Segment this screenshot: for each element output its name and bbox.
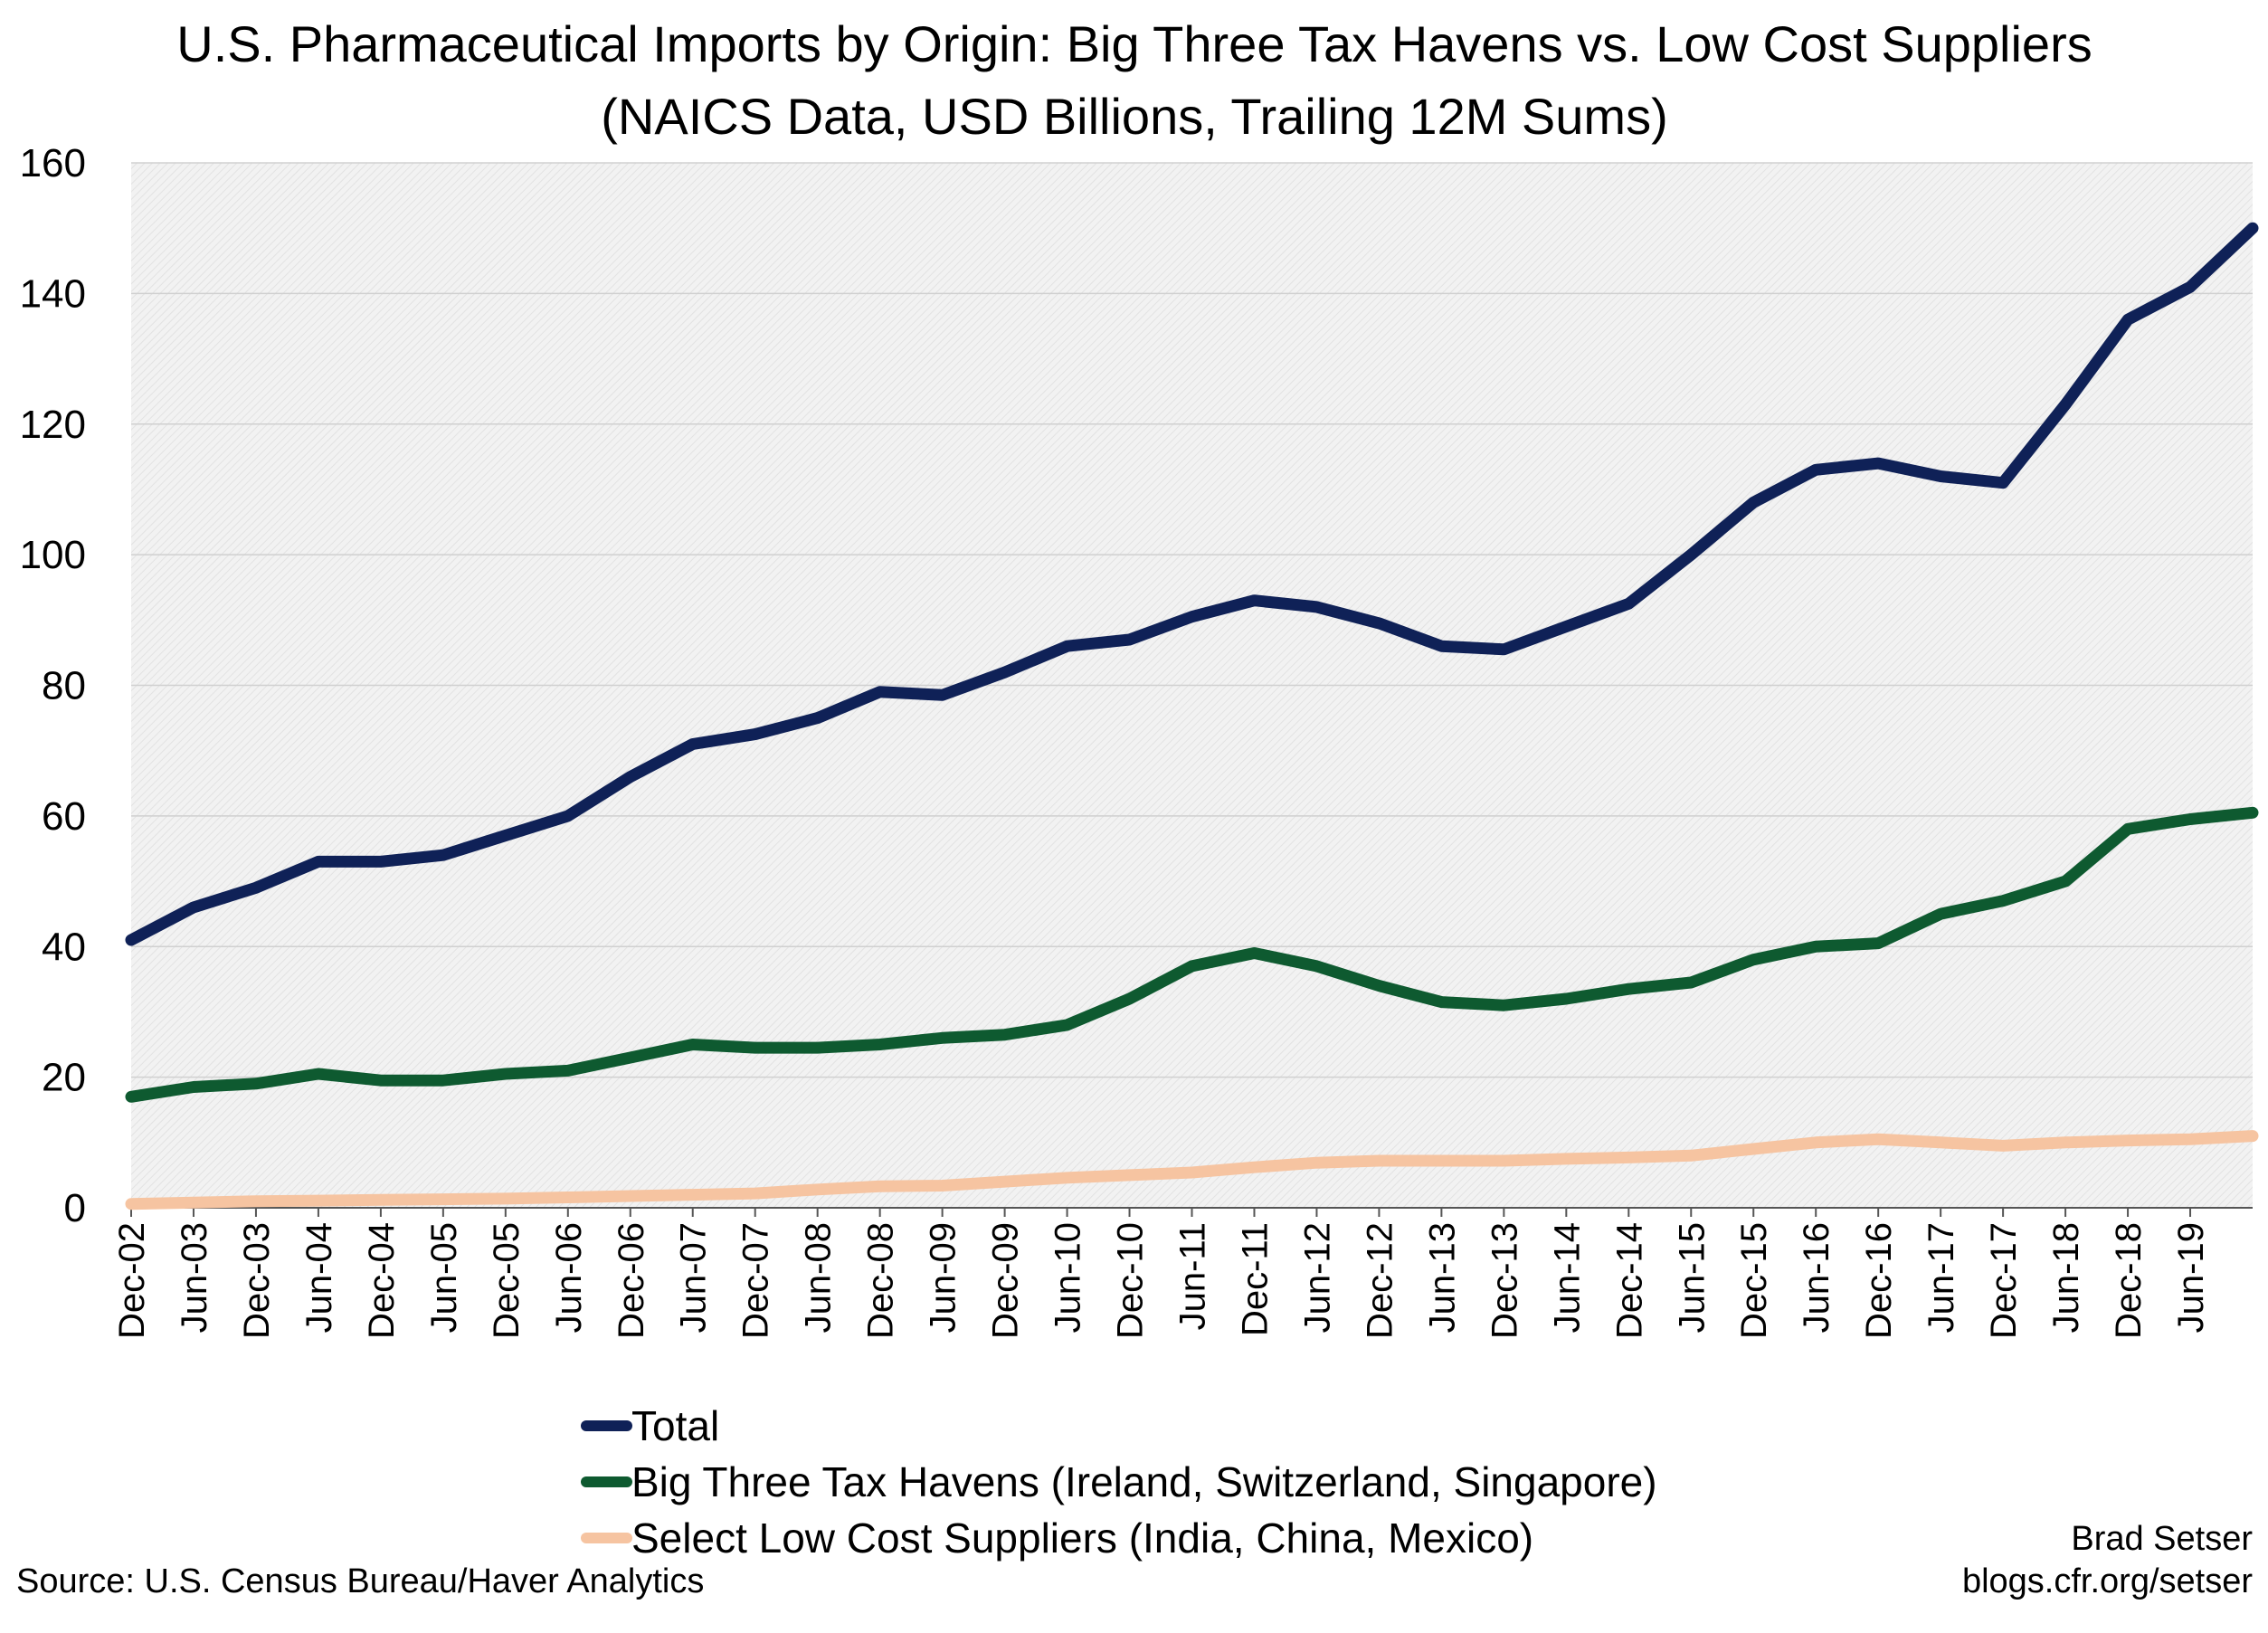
source-note: Source: U.S. Census Bureau/Haver Analyti… bbox=[16, 1562, 704, 1600]
x-tick-label: Jun-15 bbox=[1672, 1222, 1712, 1333]
x-tick-label: Dec-16 bbox=[1859, 1222, 1899, 1339]
site-credit: blogs.cfr.org/setser bbox=[1962, 1562, 2253, 1600]
x-tick-label: Dec-09 bbox=[986, 1222, 1026, 1339]
x-tick-label: Dec-17 bbox=[1984, 1222, 2024, 1339]
x-tick-label: Jun-12 bbox=[1297, 1222, 1337, 1333]
x-tick-label: Jun-03 bbox=[175, 1222, 214, 1333]
x-tick-label: Dec-03 bbox=[237, 1222, 277, 1339]
author-credit: Brad Setser bbox=[2071, 1520, 2253, 1558]
series-line-2 bbox=[125, 806, 2259, 1103]
x-tick-label: Dec-04 bbox=[362, 1222, 402, 1339]
y-tick-label: 100 bbox=[20, 533, 86, 577]
x-tick-label: Jun-07 bbox=[674, 1222, 714, 1333]
x-tick-label: Jun-17 bbox=[1922, 1222, 1961, 1333]
x-tick-label: Jun-05 bbox=[424, 1222, 464, 1333]
y-tick-label: 60 bbox=[42, 794, 86, 839]
y-tick-label: 0 bbox=[64, 1186, 86, 1230]
x-tick-label: Jun-06 bbox=[549, 1222, 589, 1333]
legend-label: Total bbox=[631, 1402, 719, 1449]
x-tick-label: Dec-12 bbox=[1360, 1222, 1400, 1339]
legend: Total Big Three Tax Havens (Ireland, Swit… bbox=[581, 1402, 1657, 1562]
x-tick-label: Dec-10 bbox=[1111, 1222, 1151, 1339]
x-tick-label: Jun-16 bbox=[1797, 1222, 1836, 1333]
y-axis: 0 20 40 60 80 100 120 140 160 bbox=[20, 141, 86, 1230]
x-tick-label: Jun-13 bbox=[1422, 1222, 1462, 1333]
x-tick-label: Dec-14 bbox=[1609, 1222, 1649, 1339]
x-tick-label: Dec-02 bbox=[112, 1222, 152, 1339]
series-line-3 bbox=[125, 1130, 2259, 1211]
x-tick-label: Jun-09 bbox=[924, 1222, 963, 1333]
x-tick-label: Dec-18 bbox=[2109, 1222, 2149, 1339]
chart-subtitle: (NAICS Data, USD Billions, Trailing 12M … bbox=[601, 88, 1667, 145]
x-tick-label: Jun-14 bbox=[1547, 1222, 1587, 1333]
x-tick-label: Jun-04 bbox=[299, 1222, 339, 1333]
x-tick-label: Jun-08 bbox=[799, 1222, 839, 1333]
chart-title: U.S. Pharmaceutical Imports by Origin: B… bbox=[176, 15, 2092, 72]
y-tick-label: 40 bbox=[42, 925, 86, 969]
x-tick-label: Dec-08 bbox=[861, 1222, 901, 1339]
x-tick-label: Dec-05 bbox=[487, 1222, 527, 1339]
y-tick-label: 120 bbox=[20, 403, 86, 447]
series-lines bbox=[125, 222, 2259, 1211]
legend-label: Big Three Tax Havens (Ireland, Switzerla… bbox=[631, 1458, 1657, 1505]
x-tick-label: Jun-10 bbox=[1049, 1222, 1088, 1333]
x-tick-label: Jun-11 bbox=[1173, 1222, 1213, 1330]
x-tick-label: Dec-06 bbox=[612, 1222, 651, 1339]
x-tick-label: Jun-19 bbox=[2171, 1222, 2211, 1333]
legend-label: Select Low Cost Suppliers (India, China,… bbox=[631, 1514, 1533, 1562]
y-tick-label: 160 bbox=[20, 141, 86, 185]
series-line-1 bbox=[125, 222, 2259, 946]
y-tick-label: 140 bbox=[20, 271, 86, 316]
x-tick-label: Jun-18 bbox=[2046, 1222, 2086, 1333]
x-tick-label: Dec-13 bbox=[1485, 1222, 1524, 1339]
x-axis: Dec-02 Jun-03 Dec-03 Jun-04 Dec-04 Jun-05 Dec-… bbox=[112, 1207, 2253, 1339]
y-tick-label: 20 bbox=[42, 1056, 86, 1100]
x-tick-label: Dec-15 bbox=[1734, 1222, 1774, 1339]
y-tick-label: 80 bbox=[42, 664, 86, 708]
x-tick-label: Dec-07 bbox=[736, 1222, 776, 1339]
x-tick-label: Dec-11 bbox=[1235, 1222, 1275, 1336]
